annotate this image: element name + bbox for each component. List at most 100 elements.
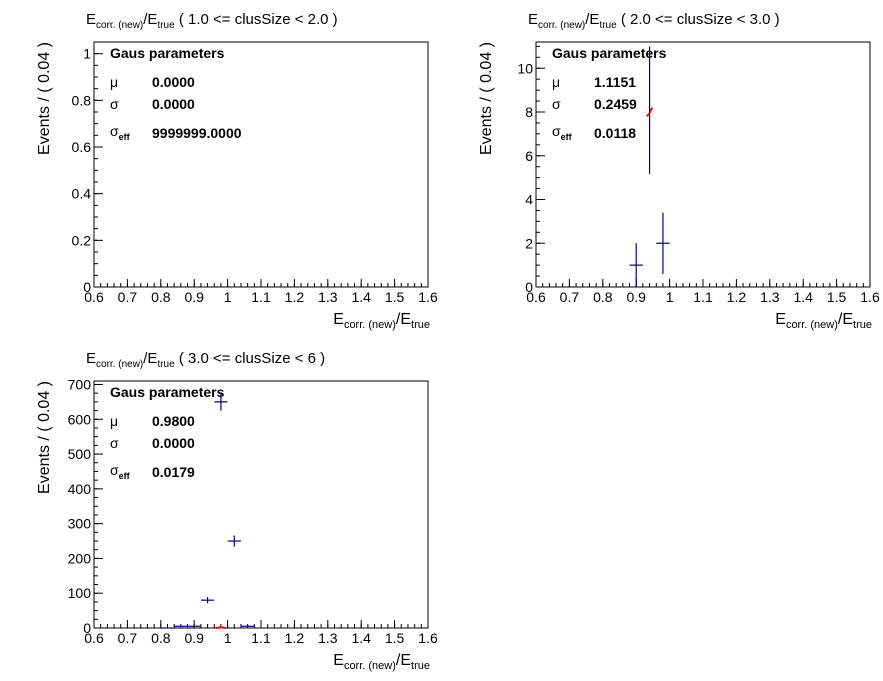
plot-panel-3: 0.6 0.7 0.8 0.9 1 1.1 1.2 1.3 1.4 1.5 1.6 0 100 200 30… bbox=[36, 350, 438, 672]
data-point bbox=[214, 393, 228, 411]
y-axis-label: Events / ( 0.04 ) bbox=[36, 381, 53, 494]
chart-title: Ecorr. (new)/Etrue ( 1.0 <= clusSize < 2… bbox=[86, 11, 338, 31]
x-tick-label: 1.4 bbox=[351, 289, 371, 305]
sigma-eff-symbol: σeff bbox=[110, 123, 131, 142]
x-tick-label: 1.1 bbox=[251, 289, 271, 305]
fit-curve bbox=[215, 626, 227, 629]
params-title: Gaus parameters bbox=[552, 45, 667, 61]
mu-symbol: μ bbox=[110, 413, 118, 429]
sigma-eff-symbol: σeff bbox=[552, 123, 573, 142]
y-tick-label: 4 bbox=[525, 192, 533, 208]
x-tick-label: 1 bbox=[224, 289, 232, 305]
sigma-symbol: σ bbox=[110, 96, 119, 112]
data-point bbox=[629, 243, 643, 287]
fit-curve bbox=[646, 107, 654, 118]
x-tick-label: 1.3 bbox=[318, 289, 338, 305]
plot-frame bbox=[93, 41, 429, 288]
sigma-symbol: σ bbox=[552, 96, 561, 112]
x-tick-label: 0.8 bbox=[151, 630, 171, 646]
chart-title: Ecorr. (new)/Etrue ( 2.0 <= clusSize < 3… bbox=[528, 11, 780, 31]
sigma-eff-value: 0.0118 bbox=[594, 125, 636, 141]
sigma-eff-value: 9999999.0000 bbox=[152, 125, 242, 141]
x-tick-label: 0.7 bbox=[118, 630, 138, 646]
y-tick-label: 10 bbox=[517, 60, 533, 76]
sigma-value: 0.2459 bbox=[594, 96, 637, 112]
x-tick-label: 1.3 bbox=[318, 630, 338, 646]
x-tick-label: 0.7 bbox=[118, 289, 138, 305]
x-tick-label: 1.6 bbox=[418, 289, 438, 305]
x-tick-label: 1.2 bbox=[727, 289, 747, 305]
y-tick-label: 0 bbox=[83, 279, 91, 295]
mu-value: 1.1151 bbox=[594, 74, 636, 90]
y-tick-label: 0.6 bbox=[72, 139, 92, 155]
x-tick-label: 1.4 bbox=[793, 289, 813, 305]
y-tick-label: 300 bbox=[68, 516, 92, 532]
y-tick-label: 0.4 bbox=[72, 186, 92, 202]
x-tick-label: 0.6 bbox=[84, 289, 104, 305]
data-point bbox=[187, 625, 201, 627]
x-axis-label: Ecorr. (new)/Etrue bbox=[775, 311, 872, 331]
y-tick-label: 0 bbox=[525, 279, 533, 295]
y-axis-label: Events / ( 0.04 ) bbox=[478, 42, 495, 155]
params-title: Gaus parameters bbox=[110, 45, 225, 61]
x-tick-label: 0.8 bbox=[151, 289, 171, 305]
y-tick-label: 1 bbox=[83, 46, 91, 62]
y-tick-label: 0.8 bbox=[72, 92, 92, 108]
x-tick-label: 1.3 bbox=[760, 289, 780, 305]
y-tick-label: 0 bbox=[83, 620, 91, 636]
x-tick-label: 0.6 bbox=[84, 630, 104, 646]
x-tick-label: 1.1 bbox=[693, 289, 713, 305]
y-tick-label: 400 bbox=[68, 481, 92, 497]
y-tick-label: 8 bbox=[525, 104, 533, 120]
sigma-value: 0.0000 bbox=[152, 96, 195, 112]
y-axis-label: Events / ( 0.04 ) bbox=[36, 42, 53, 155]
x-tick-label: 1.4 bbox=[351, 630, 371, 646]
mu-symbol: μ bbox=[552, 74, 560, 90]
data-point bbox=[656, 212, 670, 274]
sigma-value: 0.0000 bbox=[152, 435, 195, 451]
y-tick-label: 200 bbox=[68, 550, 92, 566]
x-tick-label: 0.6 bbox=[526, 289, 546, 305]
chart-title: Ecorr. (new)/Etrue ( 3.0 <= clusSize < 6… bbox=[86, 350, 325, 370]
x-axis-label: Ecorr. (new)/Etrue bbox=[333, 311, 430, 331]
x-tick-label: 1.2 bbox=[285, 630, 305, 646]
data-point bbox=[227, 535, 241, 547]
sigma-eff-value: 0.0179 bbox=[152, 464, 195, 480]
plot-panel-2: 0.6 0.7 0.8 0.9 1 1.1 1.2 1.3 1.4 1.5 1.6 0 2 4 6 8 10 Ec… bbox=[478, 11, 880, 331]
x-tick-label: 0.8 bbox=[593, 289, 613, 305]
data-point bbox=[200, 597, 215, 604]
y-tick-label: 100 bbox=[68, 585, 92, 601]
x-tick-label: 1.2 bbox=[285, 289, 305, 305]
y-tick-label: 500 bbox=[68, 446, 92, 462]
data-point bbox=[174, 625, 188, 627]
sigma-symbol: σ bbox=[110, 435, 119, 451]
y-tick-label: 700 bbox=[68, 376, 92, 392]
y-tick-label: 600 bbox=[68, 411, 92, 427]
x-tick-label: 1 bbox=[666, 289, 674, 305]
mu-value: 0.0000 bbox=[152, 74, 195, 90]
sigma-eff-symbol: σeff bbox=[110, 462, 131, 481]
x-tick-label: 1.6 bbox=[418, 630, 438, 646]
x-tick-label: 1.5 bbox=[827, 289, 847, 305]
mu-value: 0.9800 bbox=[152, 413, 195, 429]
x-axis-label: Ecorr. (new)/Etrue bbox=[333, 652, 430, 672]
data-point bbox=[240, 625, 255, 627]
x-tick-label: 1 bbox=[224, 630, 232, 646]
params-title: Gaus parameters bbox=[110, 384, 225, 400]
x-tick-label: 1.6 bbox=[860, 289, 880, 305]
x-tick-label: 1.1 bbox=[251, 630, 271, 646]
plot-frame bbox=[535, 41, 871, 288]
x-tick-label: 0.7 bbox=[560, 289, 580, 305]
mu-symbol: μ bbox=[110, 74, 118, 90]
y-tick-label: 0.2 bbox=[72, 232, 92, 248]
x-tick-label: 0.9 bbox=[626, 289, 646, 305]
x-tick-label: 1.5 bbox=[385, 630, 405, 646]
plot-panel-1: 0.6 0.7 0.8 0.9 1 1.1 1.2 1.3 1.4 1.5 1.6 0 0.2 0.4 0.… bbox=[36, 11, 438, 331]
plot-frame bbox=[93, 380, 429, 629]
x-tick-label: 1.5 bbox=[385, 289, 405, 305]
x-tick-label: 0.9 bbox=[184, 289, 204, 305]
x-tick-label: 0.9 bbox=[184, 630, 204, 646]
y-tick-label: 2 bbox=[525, 235, 533, 251]
y-tick-label: 6 bbox=[525, 148, 533, 164]
